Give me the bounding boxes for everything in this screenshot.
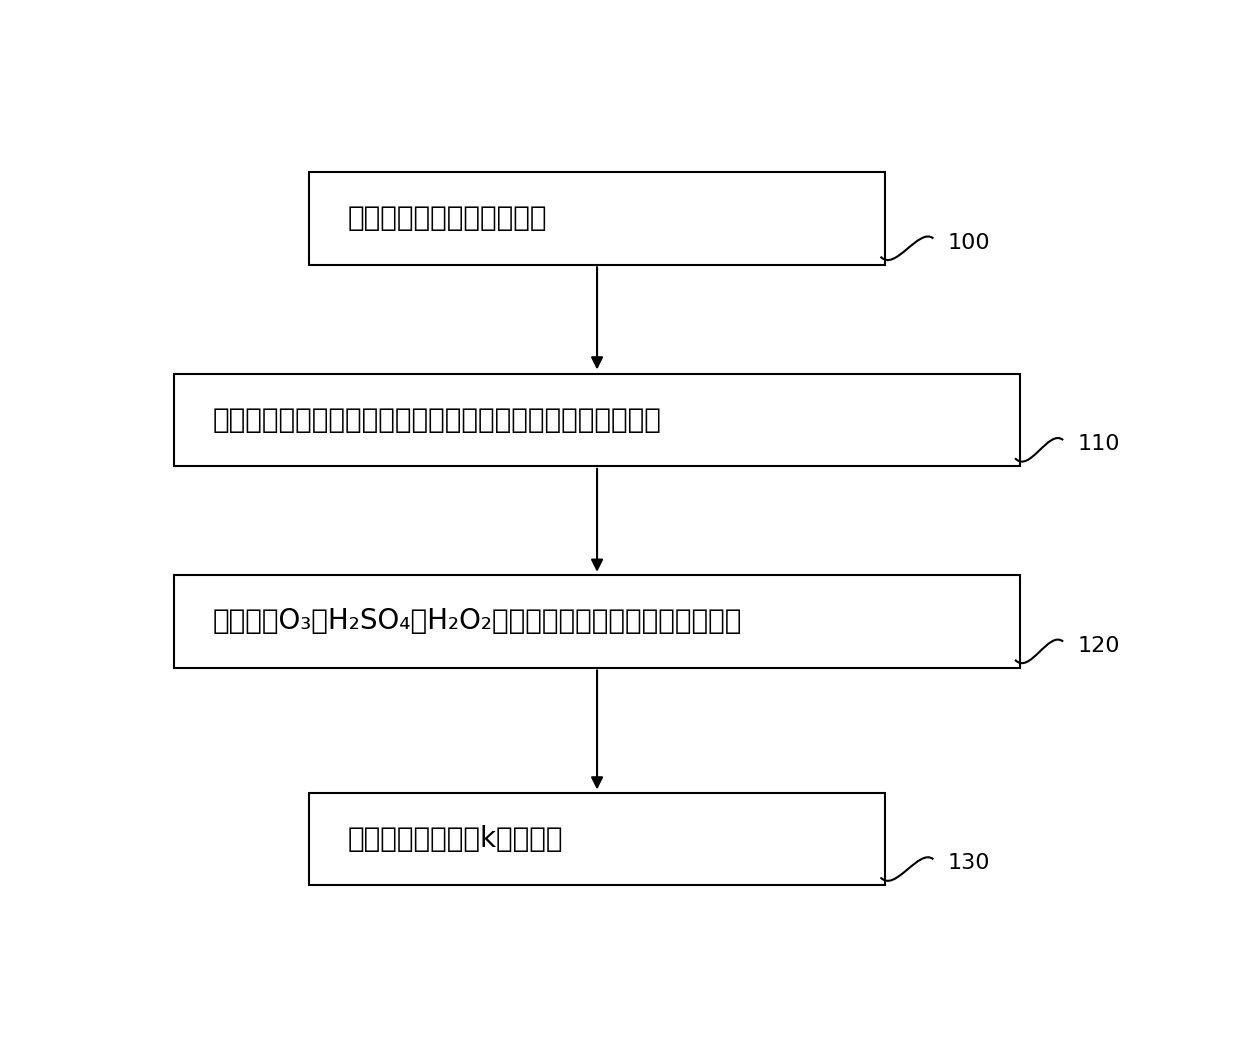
Text: 120: 120 [1078, 636, 1120, 655]
Bar [309, 172, 885, 265]
Bar [309, 793, 885, 886]
Text: 利用热生长法在衬底上形成材质为氧化硅或氮氧化硅的界面层: 利用热生长法在衬底上形成材质为氧化硅或氮氧化硅的界面层 [213, 406, 661, 433]
Text: 去除衬底表面的天然氧化物: 去除衬底表面的天然氧化物 [347, 204, 547, 232]
Text: 110: 110 [1078, 435, 1120, 454]
Text: 130: 130 [947, 853, 991, 873]
Text: 利用含有O₃或H₂SO₄、H₂O₂的溶液对界面层进行第一表面处理: 利用含有O₃或H₂SO₄、H₂O₂的溶液对界面层进行第一表面处理 [213, 607, 742, 636]
Text: 100: 100 [947, 232, 991, 252]
Bar [174, 575, 1019, 668]
Text: 在界面层上形成高k栅介质层: 在界面层上形成高k栅介质层 [347, 825, 563, 853]
Bar [174, 374, 1019, 466]
